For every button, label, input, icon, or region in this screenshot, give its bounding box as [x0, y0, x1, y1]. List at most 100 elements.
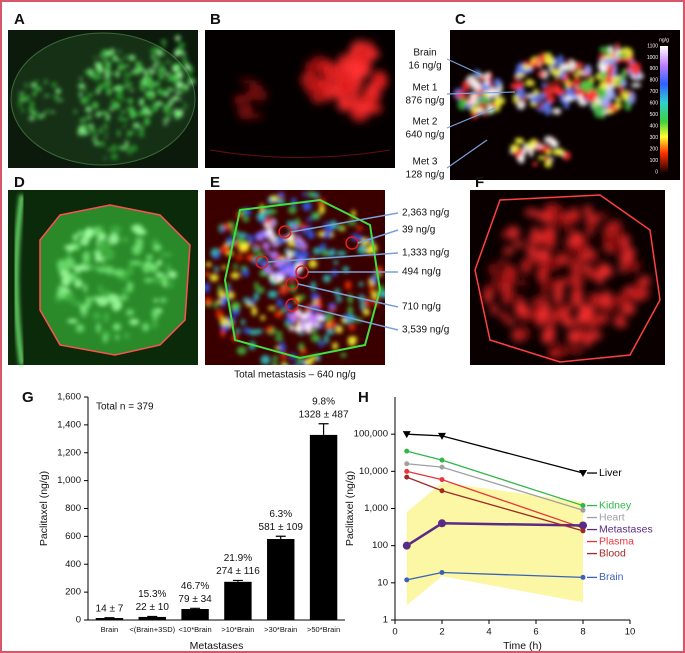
blob — [31, 82, 36, 88]
blob — [372, 74, 388, 91]
blob — [550, 347, 560, 359]
brain-outline — [10, 32, 196, 166]
blob — [57, 259, 66, 271]
blob-group — [74, 48, 157, 160]
blob — [94, 140, 99, 146]
blob — [311, 55, 327, 68]
blob — [84, 69, 88, 75]
y-tick-label: 10 — [377, 577, 388, 588]
blob — [475, 108, 486, 115]
blob — [515, 72, 526, 78]
blob — [609, 247, 617, 255]
blob — [500, 283, 514, 300]
blob — [111, 299, 121, 312]
blob — [575, 246, 589, 258]
y-axis-label: Paclitaxel (ng/g) — [38, 471, 50, 546]
x-axis-label: Time (h) — [503, 640, 542, 652]
blob — [602, 290, 612, 304]
category-label: <10*Brain — [179, 625, 212, 634]
blob — [132, 69, 140, 74]
blob — [275, 331, 283, 336]
blob — [618, 264, 626, 274]
blob — [302, 192, 307, 197]
blob — [318, 340, 325, 347]
blob — [97, 285, 103, 294]
blob — [559, 93, 565, 104]
x-tick-label: 6 — [533, 627, 538, 638]
blob — [92, 137, 96, 141]
blob — [317, 315, 326, 322]
blob — [251, 79, 258, 90]
blob — [539, 211, 547, 223]
range-band — [406, 482, 583, 606]
blob — [539, 92, 546, 100]
blob — [510, 82, 521, 91]
blob — [104, 56, 107, 60]
y-tick-label: 800 — [65, 503, 81, 514]
blob — [345, 59, 364, 78]
blob-group — [482, 202, 651, 360]
blob — [336, 295, 342, 303]
blob — [625, 252, 633, 263]
blob — [360, 300, 366, 311]
marker — [404, 461, 410, 467]
blob — [138, 131, 145, 138]
blob — [121, 118, 127, 121]
blob — [598, 262, 611, 276]
blob — [274, 311, 283, 318]
blob — [500, 231, 509, 239]
annotation: 494 ng/g — [402, 267, 441, 278]
blob — [269, 273, 275, 283]
blob — [90, 70, 93, 78]
blob — [329, 232, 335, 238]
blob — [371, 290, 378, 300]
marker — [439, 457, 445, 463]
blob — [520, 259, 532, 275]
blob — [102, 80, 111, 89]
blob — [53, 95, 59, 99]
blob — [131, 70, 134, 75]
blob — [127, 106, 135, 113]
blob — [88, 264, 100, 271]
colorbar-tick: 200 — [650, 146, 659, 152]
blob — [230, 301, 241, 311]
marker — [579, 521, 587, 530]
blob — [79, 77, 83, 80]
blob — [107, 148, 113, 151]
blob — [251, 306, 258, 316]
blob — [299, 250, 310, 260]
blob — [110, 153, 118, 160]
blob — [160, 102, 164, 106]
annotation-arrow — [297, 283, 399, 308]
blob — [164, 91, 169, 97]
y-tick-label: 1,000 — [57, 475, 81, 486]
blob — [87, 92, 94, 98]
blob — [153, 81, 161, 87]
blob — [619, 86, 624, 97]
blob — [105, 118, 109, 122]
marker — [580, 503, 586, 509]
blob — [119, 274, 129, 282]
blob — [548, 65, 554, 71]
blob — [159, 297, 167, 304]
blob — [506, 226, 520, 240]
blob — [95, 133, 98, 139]
blob — [115, 334, 120, 341]
blob — [181, 57, 188, 64]
blob — [535, 147, 546, 152]
blob — [607, 299, 617, 314]
blob — [338, 77, 357, 92]
blob — [102, 58, 108, 62]
blob — [104, 129, 108, 135]
blob — [547, 80, 559, 87]
blob — [92, 311, 101, 320]
blob — [128, 89, 135, 92]
blob — [347, 306, 354, 316]
blob — [174, 70, 179, 73]
blob — [567, 82, 576, 88]
blob — [177, 109, 184, 117]
blob — [59, 270, 71, 279]
blob — [340, 352, 347, 358]
blob — [493, 78, 502, 88]
blob — [79, 91, 83, 98]
